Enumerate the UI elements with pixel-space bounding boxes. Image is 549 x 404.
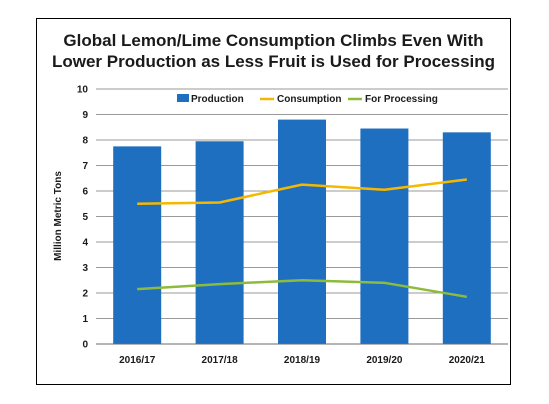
legend-label: For Processing — [365, 94, 438, 105]
bar-production — [278, 119, 326, 344]
y-tick-label: 9 — [82, 110, 88, 121]
x-tick-label: 2017/18 — [202, 355, 239, 366]
y-tick-label: 6 — [82, 187, 88, 198]
bar-production — [360, 128, 409, 344]
bar-production — [113, 146, 162, 344]
x-tick-label: 2018/19 — [284, 355, 321, 366]
legend-label: Consumption — [277, 94, 341, 105]
y-tick-label: 4 — [82, 238, 88, 249]
y-tick-label: 8 — [82, 136, 88, 147]
chart-title: Global Lemon/Lime Consumption Climbs Eve… — [36, 30, 511, 72]
y-tick-label: 1 — [82, 314, 88, 325]
bar-production — [442, 132, 491, 344]
x-tick-label: 2016/17 — [119, 355, 156, 366]
x-tick-label: 2020/21 — [449, 355, 486, 366]
axis-layer: 0 1 2 3 4 5 6 7 8 9 10 2016/17 2017/18 2018/19 2019/20… — [77, 85, 508, 366]
line-consumption — [137, 178, 467, 205]
legend-swatch-production — [177, 94, 189, 102]
y-axis-label: Million Metric Tons — [53, 171, 64, 261]
legend: Production Consumption For Processing — [177, 94, 438, 105]
legend-label: Production — [191, 94, 244, 105]
y-tick-label: 10 — [77, 85, 89, 96]
bar-production — [195, 141, 244, 344]
y-tick-label: 3 — [82, 263, 88, 274]
chart-title-line-2: Lower Production as Less Fruit is Used f… — [51, 52, 496, 71]
line-for-processing — [137, 279, 468, 299]
y-tick-label: 0 — [82, 340, 88, 351]
chart-title-line-1: Global Lemon/Lime Consumption Climbs Eve… — [63, 31, 484, 50]
y-tick-label: 7 — [82, 161, 88, 172]
y-tick-label: 2 — [82, 289, 88, 300]
y-tick-label: 5 — [82, 212, 88, 223]
x-tick-label: 2019/20 — [366, 355, 403, 366]
bar-layer — [113, 119, 491, 344]
line-layer — [137, 178, 468, 299]
